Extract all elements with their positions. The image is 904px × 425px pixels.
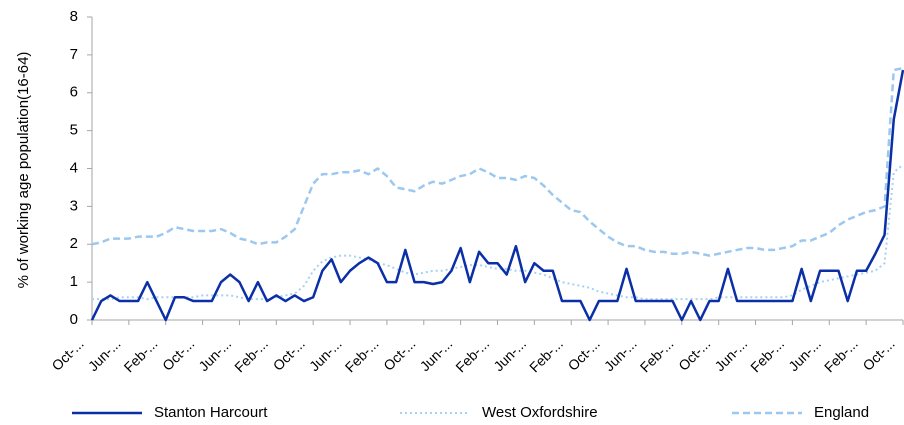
x-tick-label: Feb-... [342, 335, 382, 375]
x-tick-label: Jun-... [85, 335, 124, 374]
x-tick-label: Feb-... [121, 335, 161, 375]
x-tick-label: Oct-... [159, 335, 197, 373]
x-tick-label: Oct-... [565, 335, 603, 373]
x-tick-label: Oct-... [270, 335, 308, 373]
series-line [91, 66, 904, 257]
legend-label: West Oxfordshire [482, 404, 598, 421]
series-line [90, 69, 904, 322]
x-tick-label: Feb-... [821, 335, 861, 375]
x-tick-label: Jun-... [417, 335, 456, 374]
x-tick-label: Oct-... [48, 335, 86, 373]
x-tick-label: Oct-... [380, 335, 418, 373]
legend-label: England [814, 404, 869, 421]
x-tick-label: Oct-... [675, 335, 713, 373]
x-tick-label: Jun-... [601, 335, 640, 374]
y-tick-label: 2 [70, 235, 78, 252]
y-tick-label: 6 [70, 84, 78, 101]
x-tick-label: Feb-... [452, 335, 492, 375]
x-tick-label: Jun-... [490, 335, 529, 374]
x-tick-label: Feb-... [747, 335, 787, 375]
x-tick-label: Jun-... [195, 335, 234, 374]
y-tick-label: 0 [70, 311, 78, 328]
y-axis-label: % of working age population(16-64) [15, 52, 32, 289]
x-tick-label: Oct-... [859, 335, 897, 373]
y-tick-label: 8 [70, 8, 78, 25]
x-tick-label: Feb-... [637, 335, 677, 375]
y-tick-label: 5 [70, 122, 78, 139]
x-tick-label: Feb-... [526, 335, 566, 375]
y-tick-label: 7 [70, 46, 78, 63]
y-tick-label: 4 [70, 159, 78, 176]
y-tick-label: 1 [70, 273, 78, 290]
x-tick-label: Jun-... [785, 335, 824, 374]
legend-label: Stanton Harcourt [154, 404, 268, 421]
series-line [92, 163, 904, 301]
y-tick-label: 3 [70, 197, 78, 214]
x-tick-label: Jun-... [306, 335, 345, 374]
x-tick-label: Feb-... [231, 335, 271, 375]
x-tick-label: Jun-... [711, 335, 750, 374]
